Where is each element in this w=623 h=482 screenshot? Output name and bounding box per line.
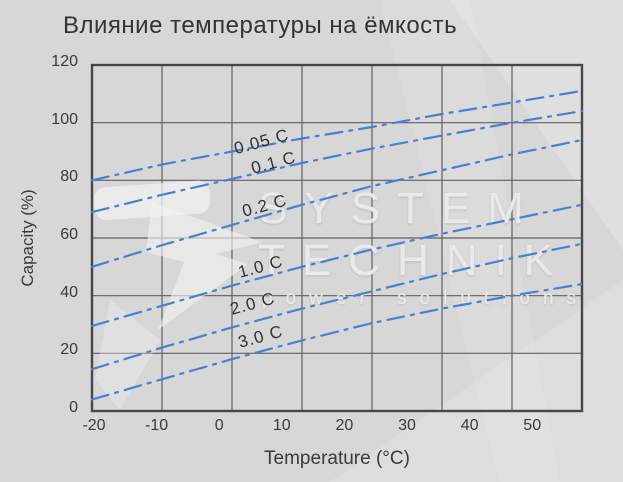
y-tick-label: 0 bbox=[69, 399, 78, 416]
y-tick-label: 60 bbox=[60, 226, 78, 243]
y-tick-label: 20 bbox=[60, 341, 78, 359]
x-tick-label: 30 bbox=[398, 417, 416, 434]
capacity-curve-0.2C bbox=[90, 138, 584, 268]
capacity-curve-3.0C bbox=[90, 283, 584, 401]
y-tick-label: 100 bbox=[51, 110, 78, 128]
y-tick-label: 40 bbox=[60, 283, 78, 301]
capacity-curve-0.05C bbox=[90, 89, 584, 182]
x-tick-label: 50 bbox=[523, 417, 542, 434]
x-tick-label: 10 bbox=[272, 417, 291, 434]
curve-label: 3.0 C bbox=[236, 322, 285, 352]
x-tick-label: 0 bbox=[214, 417, 224, 434]
page-title: Влияние температуры на ёмкость bbox=[63, 12, 458, 39]
x-tick-label: 40 bbox=[460, 417, 479, 434]
capacity-curve-2.0C bbox=[90, 242, 584, 371]
x-axis-title: Temperature (°C) bbox=[264, 448, 410, 469]
x-tick-label: -10 bbox=[145, 417, 169, 434]
x-tick-label: 20 bbox=[335, 417, 354, 434]
curve-label: 2.0 C bbox=[228, 289, 277, 319]
plot-border bbox=[90, 63, 584, 413]
y-tick-label: 120 bbox=[51, 53, 78, 70]
capacity-curve-0.1C bbox=[90, 110, 584, 214]
x-tick-label: -20 bbox=[82, 417, 106, 434]
capacity-curve-1.0C bbox=[90, 203, 584, 327]
y-tick-label: 80 bbox=[60, 168, 78, 186]
